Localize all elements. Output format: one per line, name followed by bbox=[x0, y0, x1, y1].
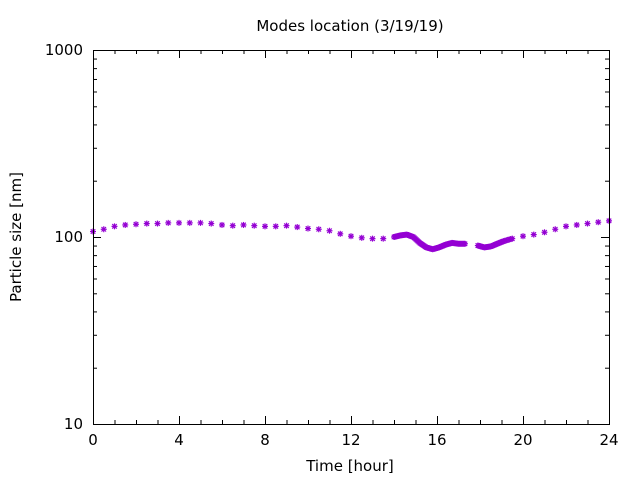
tick-labels: 0 4 8 12 16 20 24 10 100 1000 bbox=[45, 41, 619, 449]
x-tick-label: 0 bbox=[88, 431, 98, 449]
data-point bbox=[240, 221, 247, 228]
data-point bbox=[573, 221, 580, 228]
data-point bbox=[337, 230, 344, 237]
x-tick-label: 8 bbox=[260, 431, 270, 449]
data-point bbox=[509, 235, 516, 242]
data-point bbox=[100, 226, 107, 233]
data-point bbox=[369, 235, 376, 242]
data-point bbox=[315, 226, 322, 233]
y-tick-label: 100 bbox=[54, 228, 83, 246]
data-point bbox=[176, 219, 182, 226]
x-axis-label: Time [hour] bbox=[305, 457, 394, 475]
data-point bbox=[563, 223, 569, 230]
y-tick-label: 1000 bbox=[45, 41, 83, 59]
data-point bbox=[541, 229, 548, 236]
data-point bbox=[251, 222, 258, 229]
x-tick-label: 24 bbox=[599, 431, 618, 449]
x-tick-label: 16 bbox=[427, 431, 446, 449]
data-point bbox=[197, 219, 204, 226]
data-point bbox=[122, 221, 129, 228]
data-point bbox=[229, 222, 236, 229]
data-point bbox=[262, 223, 268, 230]
data-point bbox=[143, 220, 150, 227]
data-series bbox=[90, 217, 612, 253]
data-point bbox=[165, 219, 172, 226]
data-point bbox=[584, 220, 591, 227]
data-point bbox=[294, 224, 301, 231]
data-point bbox=[133, 221, 139, 228]
data-point bbox=[520, 233, 526, 240]
chart-title: Modes location (3/19/19) bbox=[256, 17, 443, 35]
data-point bbox=[530, 231, 537, 238]
plot-frame bbox=[93, 50, 610, 425]
data-point bbox=[461, 240, 468, 247]
data-point bbox=[283, 222, 290, 229]
y-tick-label: 10 bbox=[64, 415, 83, 433]
x-tick-label: 4 bbox=[174, 431, 184, 449]
data-point bbox=[348, 233, 354, 240]
data-point bbox=[358, 234, 365, 241]
data-point bbox=[552, 226, 559, 233]
data-point bbox=[154, 220, 161, 227]
data-point bbox=[305, 225, 311, 232]
x-tick-label: 20 bbox=[513, 431, 532, 449]
data-point bbox=[208, 220, 215, 227]
data-point bbox=[380, 235, 387, 242]
data-point bbox=[219, 221, 225, 228]
y-axis-label: Particle size [nm] bbox=[7, 172, 25, 302]
data-point bbox=[595, 219, 602, 226]
data-point bbox=[326, 227, 333, 234]
data-point bbox=[111, 223, 118, 230]
data-point bbox=[272, 223, 279, 230]
data-point bbox=[186, 219, 193, 226]
x-tick-label: 12 bbox=[341, 431, 360, 449]
